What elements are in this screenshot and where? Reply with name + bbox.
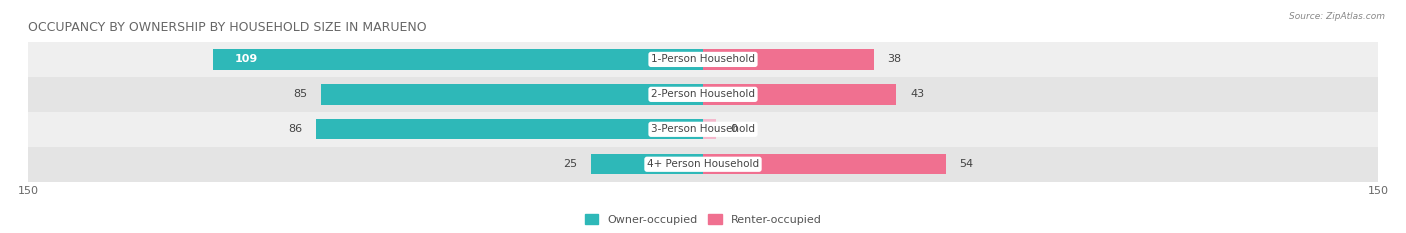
Text: 1-Person Household: 1-Person Household (651, 55, 755, 64)
Text: Source: ZipAtlas.com: Source: ZipAtlas.com (1289, 12, 1385, 21)
Legend: Owner-occupied, Renter-occupied: Owner-occupied, Renter-occupied (581, 210, 825, 229)
Bar (321, 84, 703, 105)
Bar (703, 119, 717, 139)
Text: 54: 54 (959, 159, 973, 169)
Text: 25: 25 (562, 159, 576, 169)
Text: OCCUPANCY BY OWNERSHIP BY HOUSEHOLD SIZE IN MARUENO: OCCUPANCY BY OWNERSHIP BY HOUSEHOLD SIZE… (28, 21, 427, 34)
Bar (703, 49, 875, 69)
Bar (703, 84, 897, 105)
Text: 86: 86 (288, 124, 302, 134)
Text: 0: 0 (730, 124, 737, 134)
Bar (28, 112, 1378, 147)
Bar (28, 42, 1378, 77)
Text: 4+ Person Household: 4+ Person Household (647, 159, 759, 169)
Bar (703, 154, 946, 174)
Bar (28, 77, 1378, 112)
Bar (316, 119, 703, 139)
Text: 2-Person Household: 2-Person Household (651, 89, 755, 99)
Bar (212, 49, 703, 69)
Text: 38: 38 (887, 55, 901, 64)
Text: 43: 43 (910, 89, 924, 99)
Text: 109: 109 (235, 55, 259, 64)
Text: 3-Person Household: 3-Person Household (651, 124, 755, 134)
Text: 85: 85 (292, 89, 307, 99)
Bar (591, 154, 703, 174)
Bar (28, 147, 1378, 182)
